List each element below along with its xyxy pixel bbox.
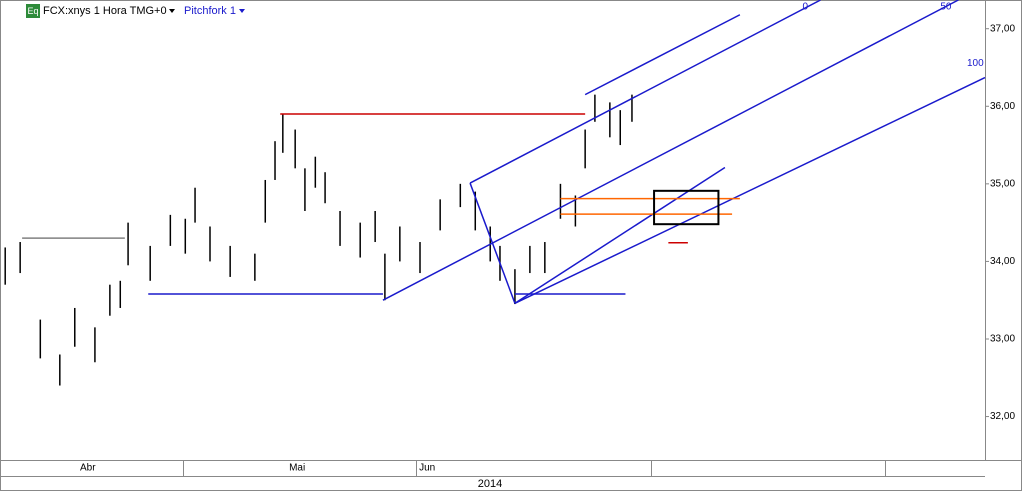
year-label: 2014 xyxy=(478,478,502,490)
x-tick-label: Abr xyxy=(80,463,96,474)
y-tick-label: 35,00 xyxy=(990,178,1015,189)
drawing-line xyxy=(469,182,516,304)
level-label: 100 xyxy=(967,58,984,69)
y-tick-label: 36,00 xyxy=(990,101,1015,112)
box xyxy=(653,189,720,226)
dropdown-arrow[interactable] xyxy=(169,9,175,13)
badge[interactable] xyxy=(26,4,40,18)
symbol[interactable]: FCX:xnys 1 Hora TMG+0 xyxy=(43,5,167,17)
drawing-line xyxy=(584,14,741,96)
dropdown-arrow[interactable] xyxy=(239,9,245,13)
y-tick-label: 32,00 xyxy=(990,411,1015,422)
drawing-line xyxy=(382,0,959,301)
x-tick-label: Mai xyxy=(289,463,305,474)
y-tick-label: 37,00 xyxy=(990,23,1015,34)
drawing-line xyxy=(514,76,986,304)
y-tick-label: 33,00 xyxy=(990,334,1015,345)
level-label: 0 xyxy=(803,2,809,13)
badge-text: Eq xyxy=(27,6,38,16)
x-tick-label: Jun xyxy=(419,463,435,474)
y-tick-label: 34,00 xyxy=(990,256,1015,267)
level-label: 50 xyxy=(940,2,952,13)
drawing-line xyxy=(469,0,821,184)
study[interactable]: Pitchfork 1 xyxy=(184,5,236,17)
